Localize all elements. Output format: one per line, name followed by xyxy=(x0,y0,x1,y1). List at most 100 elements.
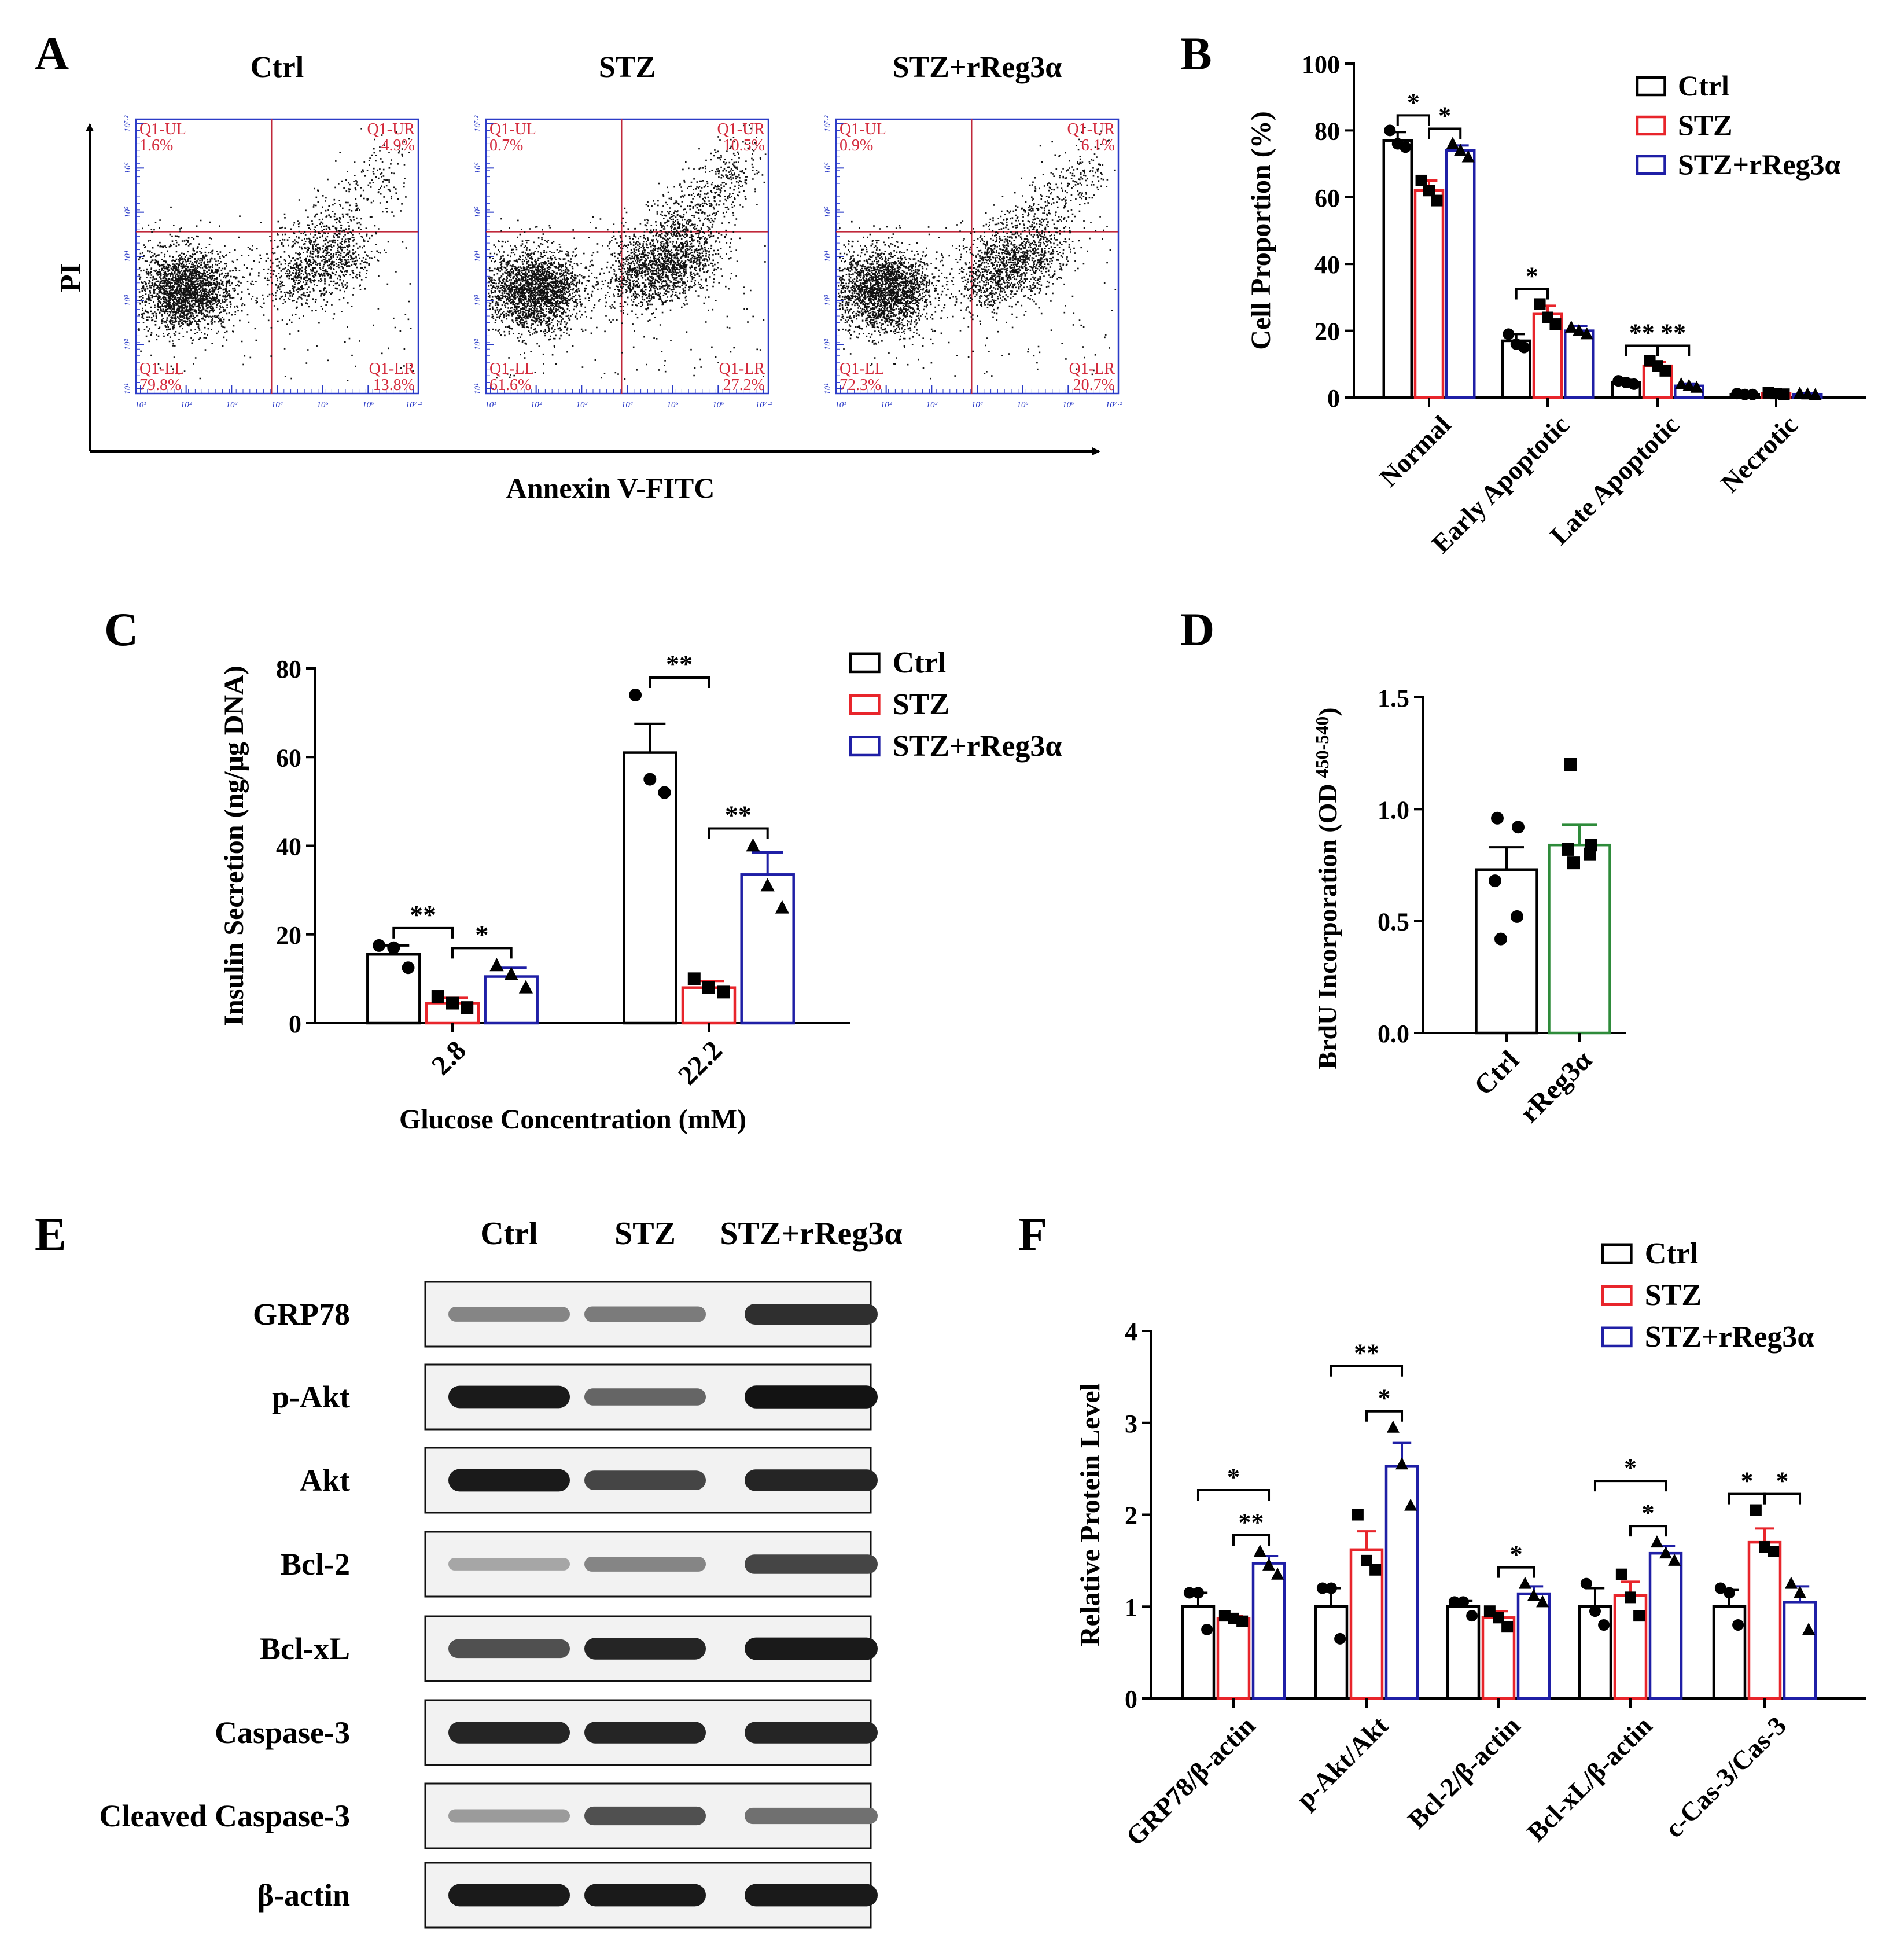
y-tick-label: 20 xyxy=(1314,318,1340,346)
data-point xyxy=(1536,1595,1549,1608)
bar-ctrl xyxy=(1382,139,1413,399)
panel-label-e: E xyxy=(35,1208,67,1260)
b-legend-label: STZ xyxy=(1678,109,1733,141)
data-point xyxy=(373,939,386,952)
blot-band xyxy=(745,1303,878,1325)
x-category-label: c-Cas-3/Cas-3 xyxy=(1659,1711,1792,1843)
y-tick-label: 0 xyxy=(289,1010,301,1038)
flow-y-tick-label: 10⁴ xyxy=(473,251,483,262)
x-axis-label: Glucose Concentration (mM) xyxy=(399,1104,746,1135)
significance-bracket xyxy=(649,676,710,688)
quadrant-ur-value: 6.1% xyxy=(1081,137,1115,155)
flow-y-tick-label: 10² xyxy=(123,339,132,350)
flow-x-tick-label: 10⁷·² xyxy=(756,400,772,410)
blot-row-label: GRP78 xyxy=(253,1297,350,1332)
data-point xyxy=(1404,1498,1417,1511)
flow-y-tick-label: 10⁵ xyxy=(123,207,132,218)
blot-band xyxy=(448,1385,570,1409)
flow-x-tick-label: 10² xyxy=(881,400,892,410)
flow-x-tick-label: 10⁶ xyxy=(712,400,724,410)
flow-plot-title: Ctrl xyxy=(251,51,304,84)
data-point xyxy=(1236,1615,1249,1627)
blot-band xyxy=(745,1385,878,1409)
flow-y-tick-label: 10¹ xyxy=(123,383,132,395)
flow-events xyxy=(838,127,1117,380)
bar-stz xyxy=(1216,1617,1251,1700)
flow-plots: Ctrl10¹10¹10²10²10³10³10⁴10⁴10⁵10⁵10⁶10⁶… xyxy=(123,51,1122,410)
significance-bracket xyxy=(392,926,454,939)
data-point xyxy=(1501,1621,1514,1633)
significance-label: ** xyxy=(1239,1508,1264,1536)
data-point xyxy=(643,773,657,786)
b-legend-swatch xyxy=(1636,76,1666,97)
bar-stz xyxy=(1413,189,1445,399)
bar-1 xyxy=(1548,843,1611,1035)
x-category-label: Bcl-2/β-actin xyxy=(1402,1711,1526,1834)
quadrant-lr-label: Q1-LR xyxy=(369,360,415,378)
significance-bracket xyxy=(1728,1492,1766,1505)
y-tick-label: 1 xyxy=(1125,1593,1137,1621)
data-point xyxy=(1352,1509,1364,1521)
significance-bracket xyxy=(1232,1534,1271,1546)
quadrant-ur-label: Q1-UR xyxy=(1067,120,1115,138)
data-point xyxy=(1625,1591,1636,1604)
quadrant-ul-label: Q1-UL xyxy=(839,120,886,138)
flow-plot-title: STZ+rReg3α xyxy=(893,51,1062,84)
bar-stzrreg3 xyxy=(740,873,795,1025)
blot-row-label: Cleaved Caspase-3 xyxy=(100,1799,350,1833)
quadrant-ur-label: Q1-UR xyxy=(717,120,765,138)
data-point xyxy=(504,966,518,980)
significance-label: * xyxy=(1510,1540,1523,1569)
flow-y-tick-label: 10⁶ xyxy=(823,162,833,174)
blot-band xyxy=(448,1809,570,1823)
blot-column-header: STZ+rReg3α xyxy=(720,1216,902,1252)
data-point xyxy=(658,786,671,799)
data-point xyxy=(702,981,715,994)
blot-row-label: β-actin xyxy=(257,1878,350,1913)
bar-stz xyxy=(1747,1540,1782,1700)
data-point xyxy=(1384,124,1396,137)
quadrant-ul-value: 0.9% xyxy=(839,137,873,155)
data-point xyxy=(1457,1596,1469,1608)
data-point xyxy=(489,958,504,972)
c-legend-label: STZ xyxy=(893,688,949,721)
data-point xyxy=(1271,1567,1284,1580)
bar-stzrreg3 xyxy=(1783,1601,1817,1700)
bar-ctrl xyxy=(1181,1605,1216,1700)
data-point xyxy=(1512,821,1525,834)
data-point xyxy=(746,838,760,852)
data-point xyxy=(1809,388,1822,400)
data-point xyxy=(1262,1558,1276,1571)
flow-x-tick-label: 10⁶ xyxy=(1062,400,1074,410)
y-axis-label: Relative Protein Level xyxy=(1075,1383,1106,1646)
data-point xyxy=(1668,1553,1681,1566)
y-axis-label: Cell Proportion (%) xyxy=(1246,111,1276,350)
data-point xyxy=(1446,137,1459,149)
data-point xyxy=(1793,387,1806,399)
data-point xyxy=(1714,1582,1726,1594)
x-category-label: GRP78/β-actin xyxy=(1120,1711,1261,1851)
data-point xyxy=(1584,847,1596,861)
flow-y-tick-label: 10⁴ xyxy=(823,251,833,262)
data-point xyxy=(461,1001,474,1014)
data-point xyxy=(1768,1546,1780,1557)
f-legend-label: STZ xyxy=(1645,1279,1702,1312)
western-blot: Ctrl STZ STZ+rReg3α GRP78 p-Akt Akt Bcl-2 Bcl-x… xyxy=(100,1216,903,1929)
significance-bracket xyxy=(1196,1489,1271,1501)
data-point xyxy=(402,961,415,975)
y-tick-label: 60 xyxy=(1314,184,1340,212)
flow-events xyxy=(488,124,767,380)
significance-label: * xyxy=(1526,262,1538,290)
y-tick-label: 0 xyxy=(1125,1685,1137,1713)
data-point xyxy=(1201,1623,1213,1635)
flow-x-tick-label: 10⁴ xyxy=(971,400,983,410)
quadrant-ul-value: 0.7% xyxy=(489,137,523,155)
flow-x-tick-label: 10¹ xyxy=(135,400,146,410)
quadrant-ll-label: Q1-LL xyxy=(839,360,885,378)
x-category-label: Ctrl xyxy=(1468,1045,1525,1101)
quadrant-ur-value: 4.9% xyxy=(381,137,415,155)
data-point xyxy=(1491,811,1504,825)
quadrant-ll-value: 79.8% xyxy=(139,376,181,394)
c-legend-label: STZ+rReg3α xyxy=(893,730,1062,763)
